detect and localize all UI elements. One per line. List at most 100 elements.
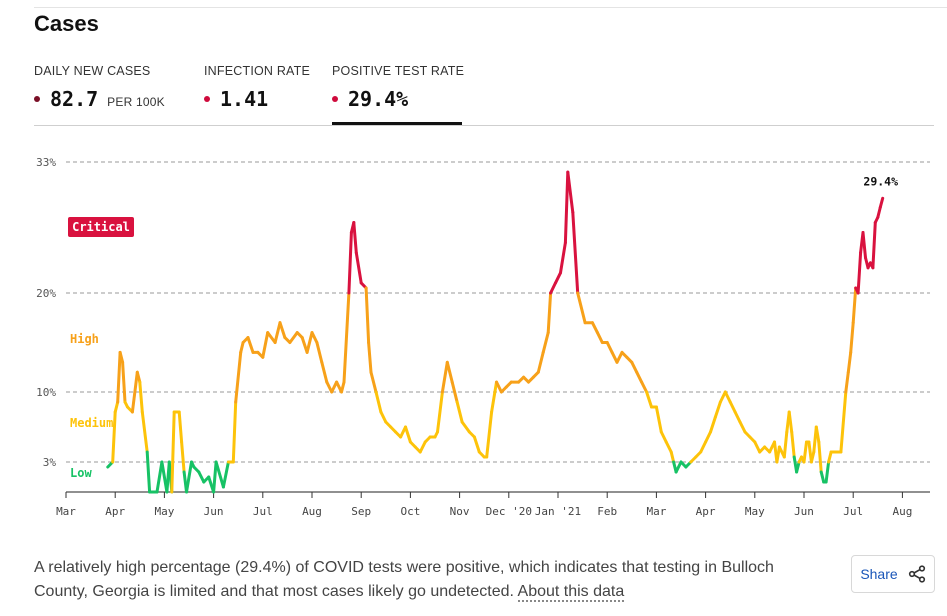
series-segment xyxy=(871,221,877,270)
series-segment xyxy=(851,286,858,325)
series-segment xyxy=(342,291,351,384)
series-segment xyxy=(554,271,562,285)
zone-badge-critical xyxy=(68,217,134,237)
series-segment xyxy=(450,380,459,404)
series-segment xyxy=(352,221,358,255)
series-segment xyxy=(571,210,580,295)
series-segment xyxy=(753,440,762,454)
series-segment xyxy=(440,360,449,394)
x-tick-label: Jan '21 xyxy=(535,505,581,518)
series-segment xyxy=(155,460,164,494)
series-segment xyxy=(340,380,346,394)
series-segment xyxy=(212,460,218,494)
x-tick-label: Nov xyxy=(450,505,470,518)
series-segment xyxy=(809,450,816,464)
series-segment xyxy=(576,291,587,325)
x-tick-label: Aug xyxy=(892,505,912,518)
series-segment xyxy=(563,170,570,245)
series-segment xyxy=(802,440,808,464)
series-segment xyxy=(654,405,663,434)
series-segment xyxy=(367,341,373,374)
y-tick-label: 3% xyxy=(43,456,57,469)
series-segment xyxy=(630,360,639,374)
x-tick-label: Apr xyxy=(105,505,125,518)
series-segment xyxy=(111,410,117,464)
series-segment xyxy=(246,336,255,354)
x-tick-label: May xyxy=(154,505,174,518)
metric-unit: PER 100K xyxy=(107,95,165,109)
share-label: Share xyxy=(860,566,898,582)
series-segment xyxy=(713,400,722,419)
end-value-label: 29.4% xyxy=(863,174,898,188)
series-segment xyxy=(273,321,282,344)
series-segment xyxy=(787,410,794,434)
metric-daily-new-cases[interactable]: DAILY NEW CASES 82.7 PER 100K xyxy=(34,64,165,111)
series-segment xyxy=(364,286,371,344)
series-segment xyxy=(214,460,225,489)
positive-test-rate-chart: 3% 10% 20% 33% Mar Apr May Jun Jul Aug Sep Oct Nov De… xyxy=(36,156,930,518)
zone-label-low: Low xyxy=(70,466,92,480)
series-segment xyxy=(118,350,125,364)
zone-label-critical: Critical xyxy=(72,220,130,234)
x-tick-label: Aug xyxy=(302,505,322,518)
chart-description: A relatively high percentage (29.4%) of … xyxy=(34,556,794,604)
series-segment xyxy=(170,410,176,494)
series-segment xyxy=(278,321,287,340)
series-segment xyxy=(239,341,245,354)
series-segment xyxy=(640,380,649,394)
series-segment xyxy=(674,460,683,474)
series-segment xyxy=(605,341,614,354)
series-segment xyxy=(733,410,742,424)
metric-infection-rate[interactable]: INFECTION RATE 1.41 xyxy=(204,64,310,111)
series-segment xyxy=(664,440,673,454)
series-segment xyxy=(445,360,454,384)
x-tick-label: Sep xyxy=(351,505,371,518)
series-segment xyxy=(455,400,464,424)
series-segment xyxy=(669,450,676,464)
series-segment xyxy=(738,420,747,434)
series-segment xyxy=(404,425,412,444)
series-segment xyxy=(288,331,299,344)
metric-label: INFECTION RATE xyxy=(204,64,311,78)
series-segment xyxy=(728,400,737,414)
x-tick-label: Jul xyxy=(253,505,273,518)
series-segment xyxy=(824,460,831,484)
series-segment xyxy=(266,331,277,344)
series-segment xyxy=(221,460,230,489)
metric-label: DAILY NEW CASES xyxy=(34,64,151,78)
series-segment xyxy=(699,440,708,454)
series-segment xyxy=(460,420,471,434)
x-tick-label: Feb xyxy=(597,505,617,518)
series-segment xyxy=(559,241,567,275)
series-segment xyxy=(418,440,427,454)
series-segment xyxy=(782,430,789,459)
series-segment xyxy=(472,435,481,454)
series-segment xyxy=(819,470,826,484)
severity-dot-icon xyxy=(332,96,338,102)
top-divider xyxy=(34,7,947,8)
series-segment xyxy=(790,430,796,459)
series-segment xyxy=(138,380,144,414)
about-data-link[interactable]: About this data xyxy=(517,583,625,602)
share-button[interactable]: Share xyxy=(851,555,935,593)
y-tick-label: 33% xyxy=(36,156,56,169)
x-tick-label: May xyxy=(745,505,765,518)
series-segment xyxy=(635,370,644,384)
severity-dot-icon xyxy=(34,96,40,102)
y-tick-label: 10% xyxy=(36,386,56,399)
series-segment xyxy=(876,205,882,219)
series-segment xyxy=(704,430,712,444)
x-tick-label: Apr xyxy=(696,505,716,518)
series-segment xyxy=(310,331,319,344)
series-segment xyxy=(709,415,717,434)
metric-positive-test-rate[interactable]: POSITIVE TEST RATE 29.4% xyxy=(332,64,464,111)
series-segment xyxy=(369,370,378,394)
series-segment xyxy=(121,360,127,404)
y-tick-label: 20% xyxy=(36,287,56,300)
series-segment xyxy=(723,390,732,404)
series-segment xyxy=(856,251,863,295)
x-tick-label: Mar xyxy=(56,505,76,518)
series-segment xyxy=(590,321,599,335)
series-segment xyxy=(185,460,193,494)
series-segment xyxy=(659,430,668,444)
